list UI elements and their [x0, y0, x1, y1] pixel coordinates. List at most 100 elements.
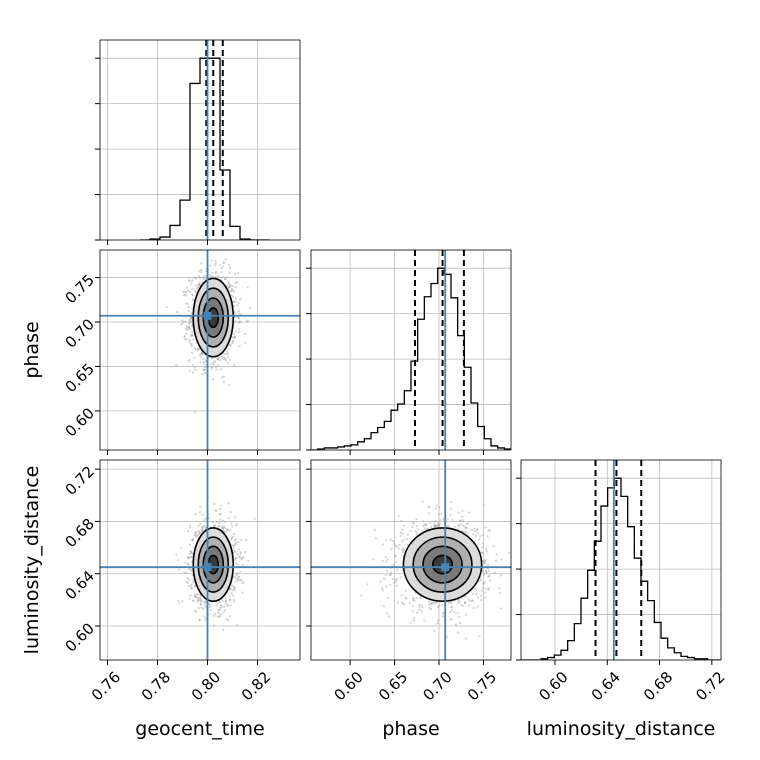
sample-point — [240, 557, 243, 560]
sample-point — [199, 360, 202, 363]
sample-point — [228, 529, 231, 532]
sample-point — [192, 371, 195, 374]
sample-point — [231, 341, 234, 344]
sample-point — [433, 524, 437, 527]
sample-point — [419, 596, 422, 599]
sample-point — [195, 534, 198, 537]
sample-point — [464, 637, 467, 640]
sample-point — [463, 601, 467, 605]
sample-point — [187, 579, 191, 582]
sample-point — [196, 600, 199, 603]
sample-point — [472, 592, 475, 596]
sample-point — [226, 362, 230, 365]
sample-point — [422, 519, 425, 522]
sample-point — [208, 603, 211, 606]
sample-point — [228, 283, 231, 286]
axis-label-y-phase: phase — [21, 321, 43, 378]
sample-point — [433, 629, 436, 633]
tick-label-y-luminosity_distance: 0.64 — [62, 567, 98, 603]
sample-point — [239, 570, 242, 573]
sample-point — [188, 319, 191, 322]
sample-point — [186, 556, 190, 560]
sample-point — [220, 355, 223, 358]
sample-point — [191, 298, 194, 301]
sample-point — [246, 319, 249, 322]
sample-point — [475, 529, 478, 532]
sample-point — [199, 597, 202, 601]
sample-point — [186, 576, 189, 580]
sample-point — [230, 341, 234, 344]
sample-point — [379, 580, 382, 583]
sample-point — [459, 519, 462, 522]
sample-point — [457, 598, 461, 601]
sample-point — [193, 347, 196, 350]
sample-point — [390, 547, 393, 550]
histogram-panel-luminosity_distance — [516, 459, 722, 661]
sample-point — [394, 554, 397, 557]
sample-point — [181, 321, 185, 324]
sample-point — [235, 320, 238, 323]
panel-border — [520, 459, 722, 661]
sample-point — [232, 295, 235, 298]
sample-point — [244, 332, 247, 336]
sample-point — [464, 530, 468, 533]
sample-point — [218, 525, 221, 528]
sample-point — [191, 538, 194, 542]
tick-label-y-phase: 0.70 — [62, 315, 98, 351]
sample-point — [196, 596, 199, 600]
sample-point — [200, 530, 204, 533]
sample-point — [435, 524, 438, 527]
sample-point — [236, 522, 239, 526]
sample-point — [232, 598, 235, 601]
sample-point — [456, 611, 459, 615]
sample-point — [222, 356, 226, 359]
sample-point — [221, 265, 225, 268]
sample-point — [202, 277, 206, 280]
sample-point — [193, 609, 197, 612]
sample-point — [411, 521, 414, 524]
sample-point — [242, 581, 245, 584]
sample-point — [221, 376, 224, 379]
sample-point — [482, 503, 485, 507]
panel-border — [310, 459, 512, 661]
sample-point — [227, 282, 230, 285]
sample-point — [494, 559, 498, 562]
sample-point — [451, 518, 454, 522]
sample-point — [234, 312, 237, 315]
sample-point — [471, 599, 474, 602]
sample-point — [194, 348, 197, 351]
sample-point — [192, 338, 195, 341]
sample-point — [200, 606, 203, 609]
sample-point — [481, 569, 484, 573]
sample-point — [235, 541, 238, 544]
sample-point — [449, 500, 453, 504]
sample-point — [185, 571, 188, 574]
sample-point — [204, 599, 207, 602]
sample-point — [176, 311, 179, 314]
sample-point — [482, 582, 485, 585]
sample-point — [193, 276, 196, 279]
sample-point — [201, 352, 204, 355]
tick-label-y-luminosity_distance: 0.68 — [62, 515, 98, 551]
sample-point — [214, 264, 217, 267]
sample-point — [245, 539, 248, 542]
sample-point — [430, 601, 433, 605]
sample-point — [399, 534, 402, 537]
sample-point — [200, 352, 203, 355]
sample-point — [190, 317, 193, 320]
panel-background — [311, 250, 511, 450]
sample-point — [222, 526, 225, 529]
tick-label-x-phase: 0.70 — [419, 668, 455, 704]
sample-point — [449, 513, 452, 516]
sample-point — [235, 538, 238, 541]
sample-point — [192, 546, 195, 549]
sample-point — [229, 587, 232, 590]
sample-point — [385, 585, 388, 588]
sample-point — [227, 517, 230, 520]
sample-point — [480, 550, 483, 554]
sample-point — [224, 258, 227, 261]
sample-point — [477, 538, 481, 541]
sample-point — [199, 596, 202, 600]
sample-point — [232, 546, 235, 549]
sample-point — [253, 517, 256, 520]
